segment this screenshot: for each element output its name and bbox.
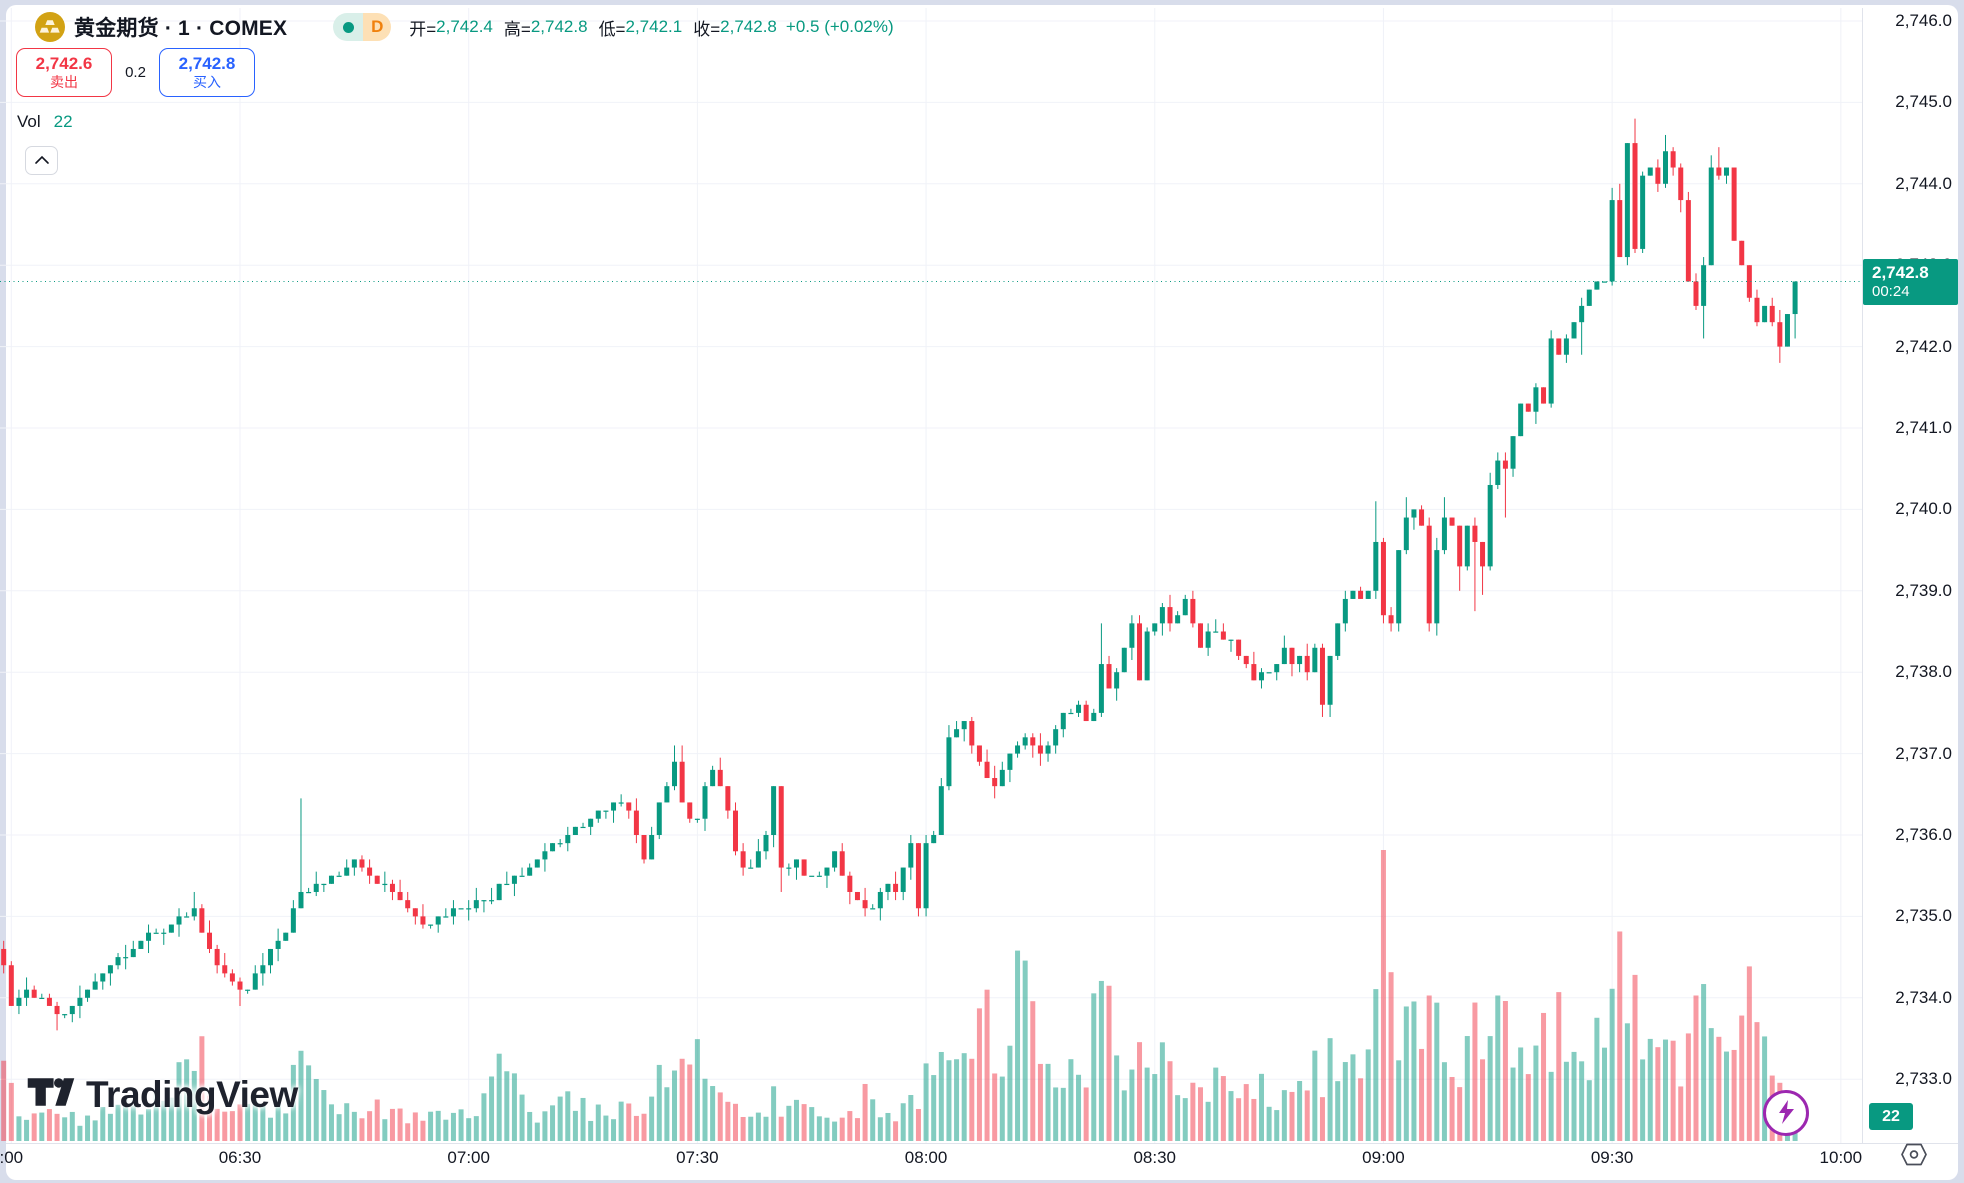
symbol-title[interactable]: 黄金期货 · 1 · COMEX <box>74 17 288 40</box>
price-tick-label: 2,733.0 <box>1895 1069 1952 1089</box>
trade-panel: 2,742.6 卖出 0.2 2,742.8 买入 <box>16 48 255 97</box>
low-value: 2,742.1 <box>625 17 683 36</box>
close-value: 2,742.8 <box>720 17 777 36</box>
bar-countdown: 00:24 <box>1872 283 1910 301</box>
open-value: 2,742.4 <box>436 17 493 36</box>
lightning-bolt-icon <box>1774 1099 1798 1128</box>
time-tick-label: 10:00 <box>1819 1148 1863 1167</box>
tradingview-logo-icon <box>26 1070 76 1119</box>
time-tick-label: 07:00 <box>447 1148 490 1167</box>
price-tick-label: 2,734.0 <box>1895 987 1952 1007</box>
spread-value: 0.2 <box>125 64 146 81</box>
hexagon-settings-icon <box>1900 1142 1928 1170</box>
time-tick-label: 07:30 <box>676 1148 719 1167</box>
buy-price: 2,742.8 <box>178 54 236 73</box>
axis-borders <box>6 8 1958 1144</box>
time-tick-label: 09:30 <box>1590 1148 1634 1167</box>
interval-selector[interactable]: D <box>333 13 392 41</box>
price-tick-label: 2,739.0 <box>1895 580 1952 600</box>
price-tick-label: 2,742.0 <box>1895 336 1952 356</box>
price-tick-label: 2,738.0 <box>1895 662 1952 682</box>
tradingview-watermark[interactable]: TradingView <box>26 1070 298 1119</box>
symbol-legend: 黄金期货 · 1 · COMEX D 开= 2,742.4 高= 2,742.8 低… <box>35 10 894 44</box>
interval-label: D <box>363 13 392 41</box>
current-volume-badge: 22 <box>1869 1103 1913 1130</box>
time-tick-label: 06:30 <box>218 1148 262 1167</box>
high-value: 2,742.8 <box>530 17 588 36</box>
volume-bars-layer <box>1 850 1798 1141</box>
sell-button[interactable]: 2,742.6 卖出 <box>16 48 112 97</box>
watermark-brand-text: TradingView <box>86 1073 298 1115</box>
close-label: 收= <box>693 19 721 39</box>
price-tick-label: 2,735.0 <box>1895 906 1952 926</box>
time-tick-label: 09:00 <box>1362 1148 1405 1167</box>
price-tick-label: 2,737.0 <box>1895 743 1952 763</box>
collapse-legend-button[interactable] <box>25 146 58 175</box>
buy-label: 买入 <box>193 74 221 90</box>
sell-price: 2,742.6 <box>35 54 93 73</box>
ohlc-readout: 开= 2,742.4 高= 2,742.8 低= 2,742.1 收= 2,742.8 <box>409 15 777 40</box>
open-label: 开= <box>409 19 437 39</box>
buy-button[interactable]: 2,742.8 买入 <box>159 48 255 97</box>
grid-layer <box>0 8 1862 1143</box>
current-price-label: 2,742.8 00:24 <box>1863 259 1958 306</box>
market-status-dot-icon <box>333 13 364 41</box>
price-tick-label: 2,746.0 <box>1895 11 1952 30</box>
chevron-up-icon <box>34 153 50 168</box>
price-tick-label: 2,745.0 <box>1895 92 1952 112</box>
price-tick-label: 2,741.0 <box>1895 418 1952 437</box>
low-label: 低= <box>598 19 626 39</box>
sell-label: 卖出 <box>50 74 78 90</box>
price-tick-label: 2,744.0 <box>1895 173 1952 193</box>
time-tick-label: 08:00 <box>904 1148 948 1167</box>
price-change-readout: +0.5 (+0.02%) <box>785 17 894 36</box>
time-tick-label: :00 <box>0 1148 24 1167</box>
high-label: 高= <box>503 19 531 39</box>
candles-layer <box>1 118 1798 1031</box>
volume-study-label: Vol <box>17 112 41 131</box>
price-tick-label: 2,736.0 <box>1895 825 1952 844</box>
time-tick-label: 08:30 <box>1133 1148 1177 1167</box>
gold-bars-symbol-icon <box>35 12 65 42</box>
instant-trading-button[interactable] <box>1763 1090 1809 1136</box>
price-tick-label: 2,740.0 <box>1895 499 1952 519</box>
volume-study-value: 22 <box>53 112 73 131</box>
volume-study-legend: Vol 22 <box>17 112 73 132</box>
axis-settings-button[interactable] <box>1899 1142 1929 1170</box>
current-price-value: 2,742.8 <box>1872 263 1929 283</box>
